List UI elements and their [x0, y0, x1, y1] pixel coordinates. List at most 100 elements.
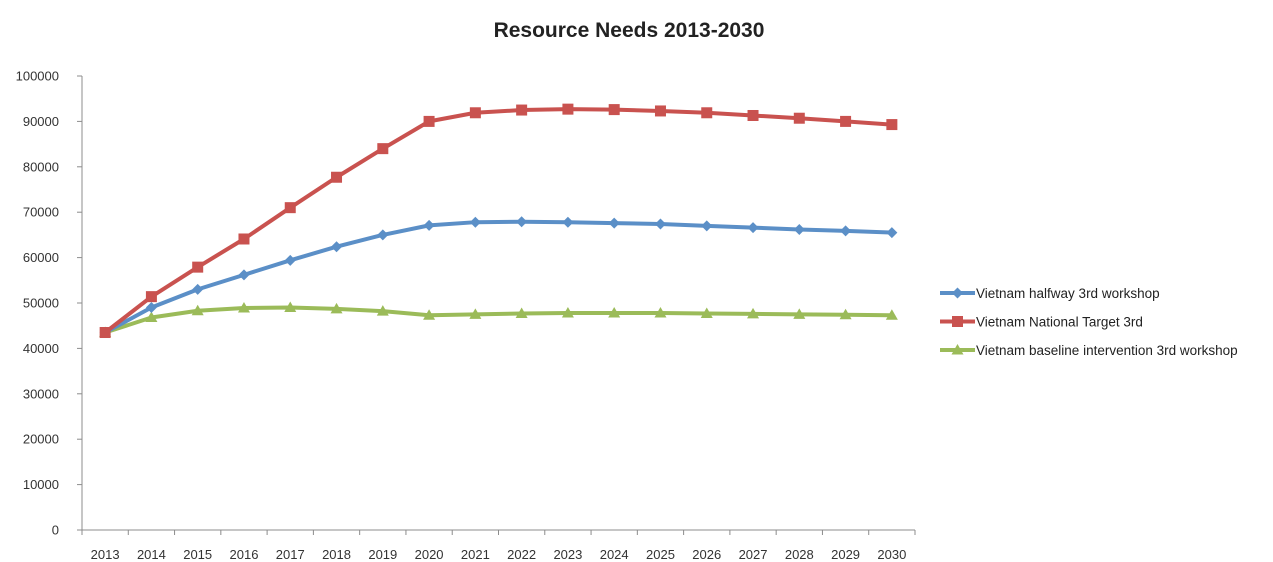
series-layer: [99, 103, 898, 339]
data-point: [516, 104, 528, 116]
data-point: [561, 306, 574, 318]
data-point: [793, 308, 806, 319]
x-tick-label: 2025: [646, 547, 675, 562]
data-point: [330, 302, 343, 314]
data-point: [376, 305, 389, 316]
data-point: [701, 107, 713, 119]
data-point: [423, 115, 435, 127]
y-tick-label: 70000: [23, 205, 59, 220]
data-point: [191, 304, 204, 316]
x-tick-label: 2018: [322, 547, 351, 562]
y-tick-label: 60000: [23, 250, 59, 265]
data-point: [238, 269, 250, 281]
series-1: [99, 216, 898, 339]
data-point: [840, 115, 852, 127]
y-tick-label: 40000: [23, 341, 59, 356]
x-tick-label: 2022: [507, 547, 536, 562]
data-point: [839, 308, 852, 320]
x-tick-label: 2019: [368, 547, 397, 562]
data-point: [700, 307, 713, 318]
x-axis-ticks: 2013 2014 2015 2016 2017 2018 2019 2020 2021 2022…: [81, 530, 916, 562]
data-point: [145, 302, 157, 314]
y-tick-label: 0: [52, 523, 59, 538]
data-point: [654, 105, 666, 117]
y-tick-label: 90000: [23, 114, 59, 129]
series-3: [99, 301, 898, 338]
data-point: [284, 254, 296, 266]
x-tick-label: 2024: [600, 547, 629, 562]
y-tick-label: 100000: [16, 69, 59, 84]
chart-title: Resource Needs 2013-2030: [494, 19, 765, 42]
x-tick-label: 2013: [91, 547, 120, 562]
data-point: [562, 216, 574, 228]
legend-item: Vietnam halfway 3rd workshop: [940, 286, 1160, 301]
x-tick-label: 2023: [553, 547, 582, 562]
data-point: [747, 222, 759, 234]
data-point: [192, 261, 204, 273]
x-tick-label: 2014: [137, 547, 166, 562]
series-line: [103, 107, 894, 335]
x-tick-label: 2026: [692, 547, 721, 562]
y-tick-label: 50000: [23, 296, 59, 311]
x-tick-label: 2027: [739, 547, 768, 562]
data-point: [608, 104, 620, 116]
legend-marker: [952, 316, 963, 327]
data-point: [654, 306, 667, 318]
x-tick-label: 2020: [415, 547, 444, 562]
data-point: [886, 227, 898, 239]
data-point: [701, 220, 713, 232]
data-point: [423, 219, 435, 231]
x-tick-label: 2016: [230, 547, 259, 562]
data-point: [793, 112, 805, 124]
x-tick-label: 2029: [831, 547, 860, 562]
y-tick-label: 80000: [23, 159, 59, 174]
data-point: [886, 119, 898, 131]
data-point: [608, 306, 621, 318]
y-tick-label: 30000: [23, 386, 59, 401]
legend-label: Vietnam National Target 3rd: [976, 315, 1143, 330]
data-point: [840, 225, 852, 237]
data-point: [793, 223, 805, 235]
data-point: [885, 309, 898, 320]
data-point: [469, 216, 481, 228]
data-point: [145, 311, 158, 323]
x-tick-label: 2028: [785, 547, 814, 562]
data-point: [145, 291, 157, 303]
legend-item: Vietnam baseline intervention 3rd worksh…: [940, 343, 1238, 358]
x-tick-label: 2017: [276, 547, 305, 562]
legend-item: Vietnam National Target 3rd: [940, 315, 1143, 330]
legend-marker: [951, 344, 964, 355]
series-line: [103, 305, 894, 335]
series-2: [99, 103, 898, 339]
legend-marker: [952, 287, 963, 299]
y-tick-label: 20000: [23, 432, 59, 447]
data-point: [423, 309, 436, 320]
data-point: [377, 229, 389, 241]
series-line: [103, 219, 894, 335]
data-point: [469, 308, 482, 319]
data-point: [562, 103, 574, 115]
x-tick-label: 2030: [877, 547, 906, 562]
data-point: [654, 218, 666, 230]
data-point: [284, 202, 296, 214]
x-tick-label: 2015: [183, 547, 212, 562]
y-axis-ticks: 0 10000 20000 30000 40000 50000 60000 70000 8000…: [16, 69, 82, 538]
y-tick-label: 10000: [23, 477, 59, 492]
data-point: [515, 307, 528, 318]
legend-label: Vietnam halfway 3rd workshop: [976, 286, 1160, 301]
legend-label: Vietnam baseline intervention 3rd worksh…: [976, 343, 1238, 358]
data-point: [469, 107, 481, 119]
data-point: [608, 217, 620, 229]
data-point: [516, 216, 528, 228]
legend: Vietnam halfway 3rd workshop Vietnam Nati…: [940, 286, 1238, 358]
data-point: [99, 327, 111, 339]
data-point: [747, 109, 759, 121]
data-point: [237, 301, 250, 313]
data-point: [747, 307, 760, 319]
data-point: [284, 301, 297, 313]
data-point: [377, 143, 389, 155]
data-point: [331, 241, 343, 253]
data-point: [331, 171, 343, 183]
data-point: [192, 283, 204, 295]
